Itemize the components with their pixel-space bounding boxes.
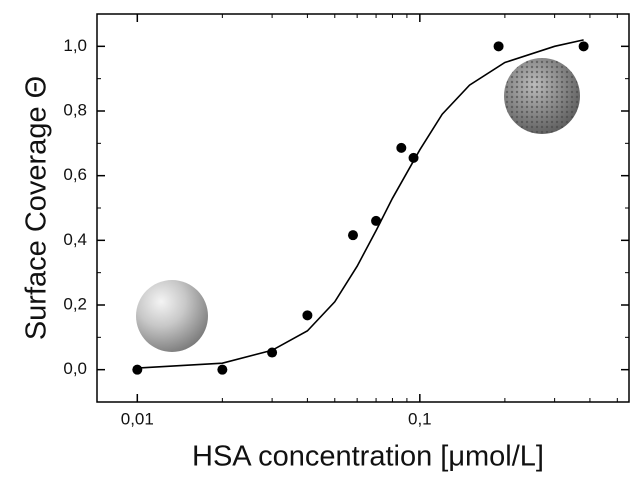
y-tick-label: 1,0: [63, 36, 87, 55]
data-point: [347, 230, 358, 241]
fit-curve: [137, 39, 584, 369]
y-tick-label: 0,4: [63, 230, 87, 249]
data-point: [267, 347, 278, 358]
data-point: [302, 310, 313, 321]
y-axis-title: Surface Coverage Θ: [21, 76, 53, 340]
coated-sphere: [504, 58, 580, 134]
y-tick-label: 0,2: [63, 294, 87, 313]
data-point: [396, 142, 407, 153]
data-point: [578, 41, 589, 52]
data-point: [493, 41, 504, 52]
y-tick-label: 0,0: [63, 359, 87, 378]
data-point: [132, 364, 143, 375]
x-tick-label: 0,1: [408, 409, 432, 428]
y-tick-label: 0,6: [63, 165, 87, 184]
x-tick-label: 0,01: [121, 409, 154, 428]
smooth-sphere: [136, 280, 208, 352]
x-axis-title: HSA concentration [μmol/L]: [192, 441, 544, 473]
data-point: [217, 364, 228, 375]
data-point: [371, 215, 382, 226]
y-tick-label: 0,8: [63, 100, 87, 119]
